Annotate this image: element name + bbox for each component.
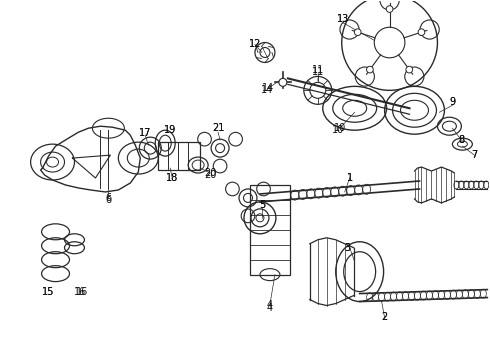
Text: 12: 12 bbox=[249, 39, 261, 49]
Text: 13: 13 bbox=[337, 14, 349, 24]
Text: 4: 4 bbox=[267, 300, 273, 310]
Text: 8: 8 bbox=[458, 135, 465, 145]
Circle shape bbox=[367, 66, 373, 73]
Text: 11: 11 bbox=[312, 67, 324, 77]
Text: 20: 20 bbox=[204, 170, 216, 180]
Text: 3: 3 bbox=[344, 243, 351, 253]
Text: 9: 9 bbox=[449, 97, 456, 107]
Text: 4: 4 bbox=[267, 302, 273, 312]
Text: 6: 6 bbox=[105, 195, 111, 205]
Circle shape bbox=[406, 66, 413, 73]
Text: 12: 12 bbox=[249, 39, 261, 49]
Text: 6: 6 bbox=[105, 193, 111, 203]
Text: 17: 17 bbox=[139, 128, 151, 138]
Text: 18: 18 bbox=[166, 173, 178, 183]
Text: 1: 1 bbox=[346, 173, 353, 183]
Text: 2: 2 bbox=[382, 312, 388, 323]
Circle shape bbox=[279, 78, 287, 86]
Circle shape bbox=[418, 29, 425, 36]
Text: 13: 13 bbox=[337, 14, 349, 24]
Text: 1: 1 bbox=[346, 173, 353, 183]
Text: 16: 16 bbox=[74, 287, 87, 297]
Text: 5: 5 bbox=[259, 200, 265, 210]
Text: 9: 9 bbox=[449, 97, 456, 107]
Text: 3: 3 bbox=[344, 243, 351, 253]
Text: 7: 7 bbox=[471, 150, 477, 160]
Circle shape bbox=[354, 29, 361, 36]
Bar bbox=[250, 185, 290, 275]
Text: 21: 21 bbox=[212, 123, 224, 133]
Text: 14: 14 bbox=[262, 84, 274, 93]
Text: 17: 17 bbox=[139, 128, 151, 138]
Text: 5: 5 bbox=[259, 200, 265, 210]
Text: 21: 21 bbox=[212, 123, 224, 133]
Text: 15: 15 bbox=[42, 287, 55, 297]
Text: 2: 2 bbox=[382, 312, 388, 323]
Text: 7: 7 bbox=[471, 150, 477, 160]
Bar bbox=[158, 142, 200, 170]
Text: 11: 11 bbox=[312, 66, 324, 76]
Text: 15: 15 bbox=[42, 287, 55, 297]
Text: 19: 19 bbox=[164, 125, 176, 135]
Circle shape bbox=[386, 6, 393, 12]
Text: 16: 16 bbox=[76, 287, 89, 297]
Text: 14: 14 bbox=[261, 85, 273, 95]
Text: 18: 18 bbox=[166, 173, 178, 183]
Text: 20: 20 bbox=[204, 168, 216, 178]
Text: 8: 8 bbox=[458, 135, 465, 145]
Text: 19: 19 bbox=[164, 125, 176, 135]
Text: 10: 10 bbox=[334, 123, 346, 133]
Text: 10: 10 bbox=[332, 125, 344, 135]
